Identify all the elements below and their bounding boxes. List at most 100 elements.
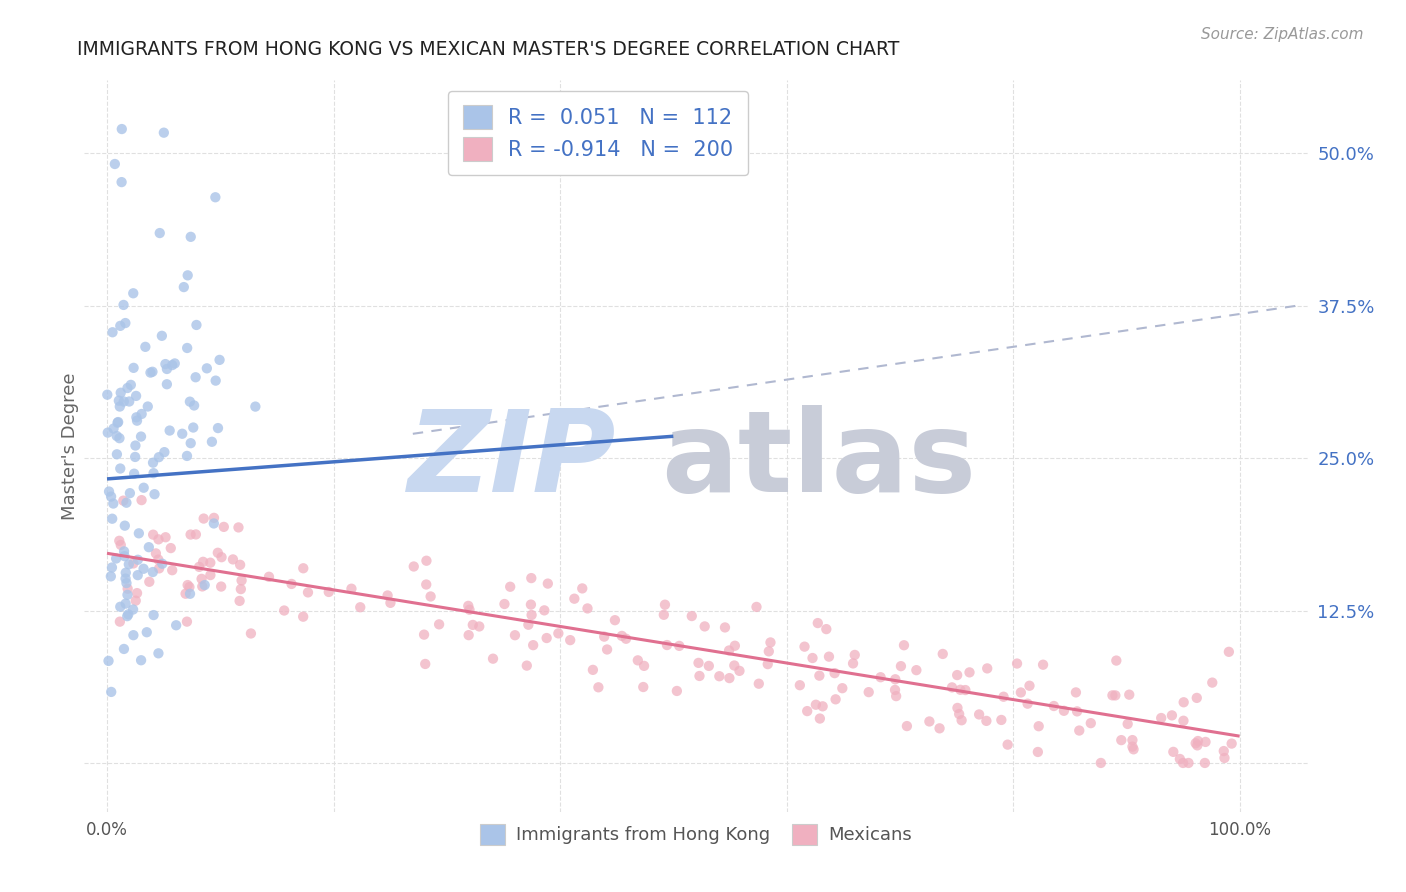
Point <box>654 598 676 612</box>
Point <box>1173 714 1195 728</box>
Point <box>402 559 425 574</box>
Point <box>96 387 118 401</box>
Point <box>1187 734 1209 748</box>
Point <box>115 496 138 510</box>
Point <box>427 617 450 632</box>
Point <box>110 599 132 614</box>
Point <box>117 588 139 602</box>
Point <box>655 638 678 652</box>
Point <box>245 400 267 414</box>
Point <box>194 578 217 592</box>
Point <box>127 568 149 582</box>
Point <box>1053 704 1076 718</box>
Point <box>132 562 155 576</box>
Point <box>176 268 198 283</box>
Point <box>100 490 122 504</box>
Point <box>101 325 124 339</box>
Point <box>905 663 928 677</box>
Point <box>188 559 211 574</box>
Point <box>896 719 918 733</box>
Point <box>124 438 146 452</box>
Point <box>112 493 135 508</box>
Point <box>124 450 146 464</box>
Point <box>117 381 139 395</box>
Point <box>959 665 981 680</box>
Point <box>114 566 136 580</box>
Point <box>112 544 135 558</box>
Point <box>101 560 124 574</box>
Point <box>533 603 555 617</box>
Point <box>122 602 145 616</box>
Point <box>318 585 340 599</box>
Point <box>98 484 121 499</box>
Point <box>150 328 173 343</box>
Point <box>562 591 585 606</box>
Point <box>668 639 690 653</box>
Point <box>693 619 716 633</box>
Point <box>415 554 437 568</box>
Point <box>1220 737 1243 751</box>
Point <box>1121 733 1143 747</box>
Point <box>179 580 201 594</box>
Point <box>413 627 436 641</box>
Point <box>457 628 479 642</box>
Point <box>946 668 969 682</box>
Point <box>108 431 131 445</box>
Point <box>603 613 626 627</box>
Point <box>165 618 187 632</box>
Point <box>100 685 122 699</box>
Point <box>114 518 136 533</box>
Y-axis label: Master's Degree: Master's Degree <box>60 372 79 520</box>
Point <box>201 434 224 449</box>
Point <box>108 393 131 408</box>
Point <box>179 587 201 601</box>
Point <box>100 569 122 583</box>
Point <box>932 647 955 661</box>
Point <box>941 681 963 695</box>
Point <box>413 657 436 671</box>
Point <box>176 449 198 463</box>
Point <box>718 671 741 685</box>
Legend: Immigrants from Hong Kong, Mexicans: Immigrants from Hong Kong, Mexicans <box>471 815 921 854</box>
Point <box>1168 752 1191 766</box>
Point <box>1064 685 1087 699</box>
Point <box>112 642 135 657</box>
Point <box>1177 756 1199 770</box>
Point <box>1005 657 1028 671</box>
Point <box>176 578 198 592</box>
Point <box>596 642 619 657</box>
Point <box>884 689 907 703</box>
Point <box>593 630 616 644</box>
Point <box>202 516 225 531</box>
Point <box>756 657 779 672</box>
Point <box>997 738 1019 752</box>
Point <box>184 527 207 541</box>
Point <box>1185 690 1208 705</box>
Point <box>110 461 132 475</box>
Point <box>176 615 198 629</box>
Point <box>976 714 998 728</box>
Point <box>745 599 768 614</box>
Point <box>207 546 229 560</box>
Point <box>134 340 156 354</box>
Point <box>928 722 950 736</box>
Point <box>148 450 170 465</box>
Point <box>627 653 650 667</box>
Point <box>131 493 153 508</box>
Point <box>1101 689 1123 703</box>
Point <box>759 635 782 649</box>
Point <box>139 366 162 380</box>
Point <box>172 426 194 441</box>
Point <box>665 684 688 698</box>
Point <box>273 603 295 617</box>
Point <box>688 669 710 683</box>
Text: IMMIGRANTS FROM HONG KONG VS MEXICAN MASTER'S DEGREE CORRELATION CHART: IMMIGRANTS FROM HONG KONG VS MEXICAN MAS… <box>77 40 900 59</box>
Point <box>1026 745 1049 759</box>
Point <box>967 707 990 722</box>
Point <box>125 410 148 425</box>
Point <box>1194 735 1216 749</box>
Point <box>142 565 165 579</box>
Point <box>1069 723 1091 738</box>
Point <box>112 394 135 409</box>
Point <box>180 230 202 244</box>
